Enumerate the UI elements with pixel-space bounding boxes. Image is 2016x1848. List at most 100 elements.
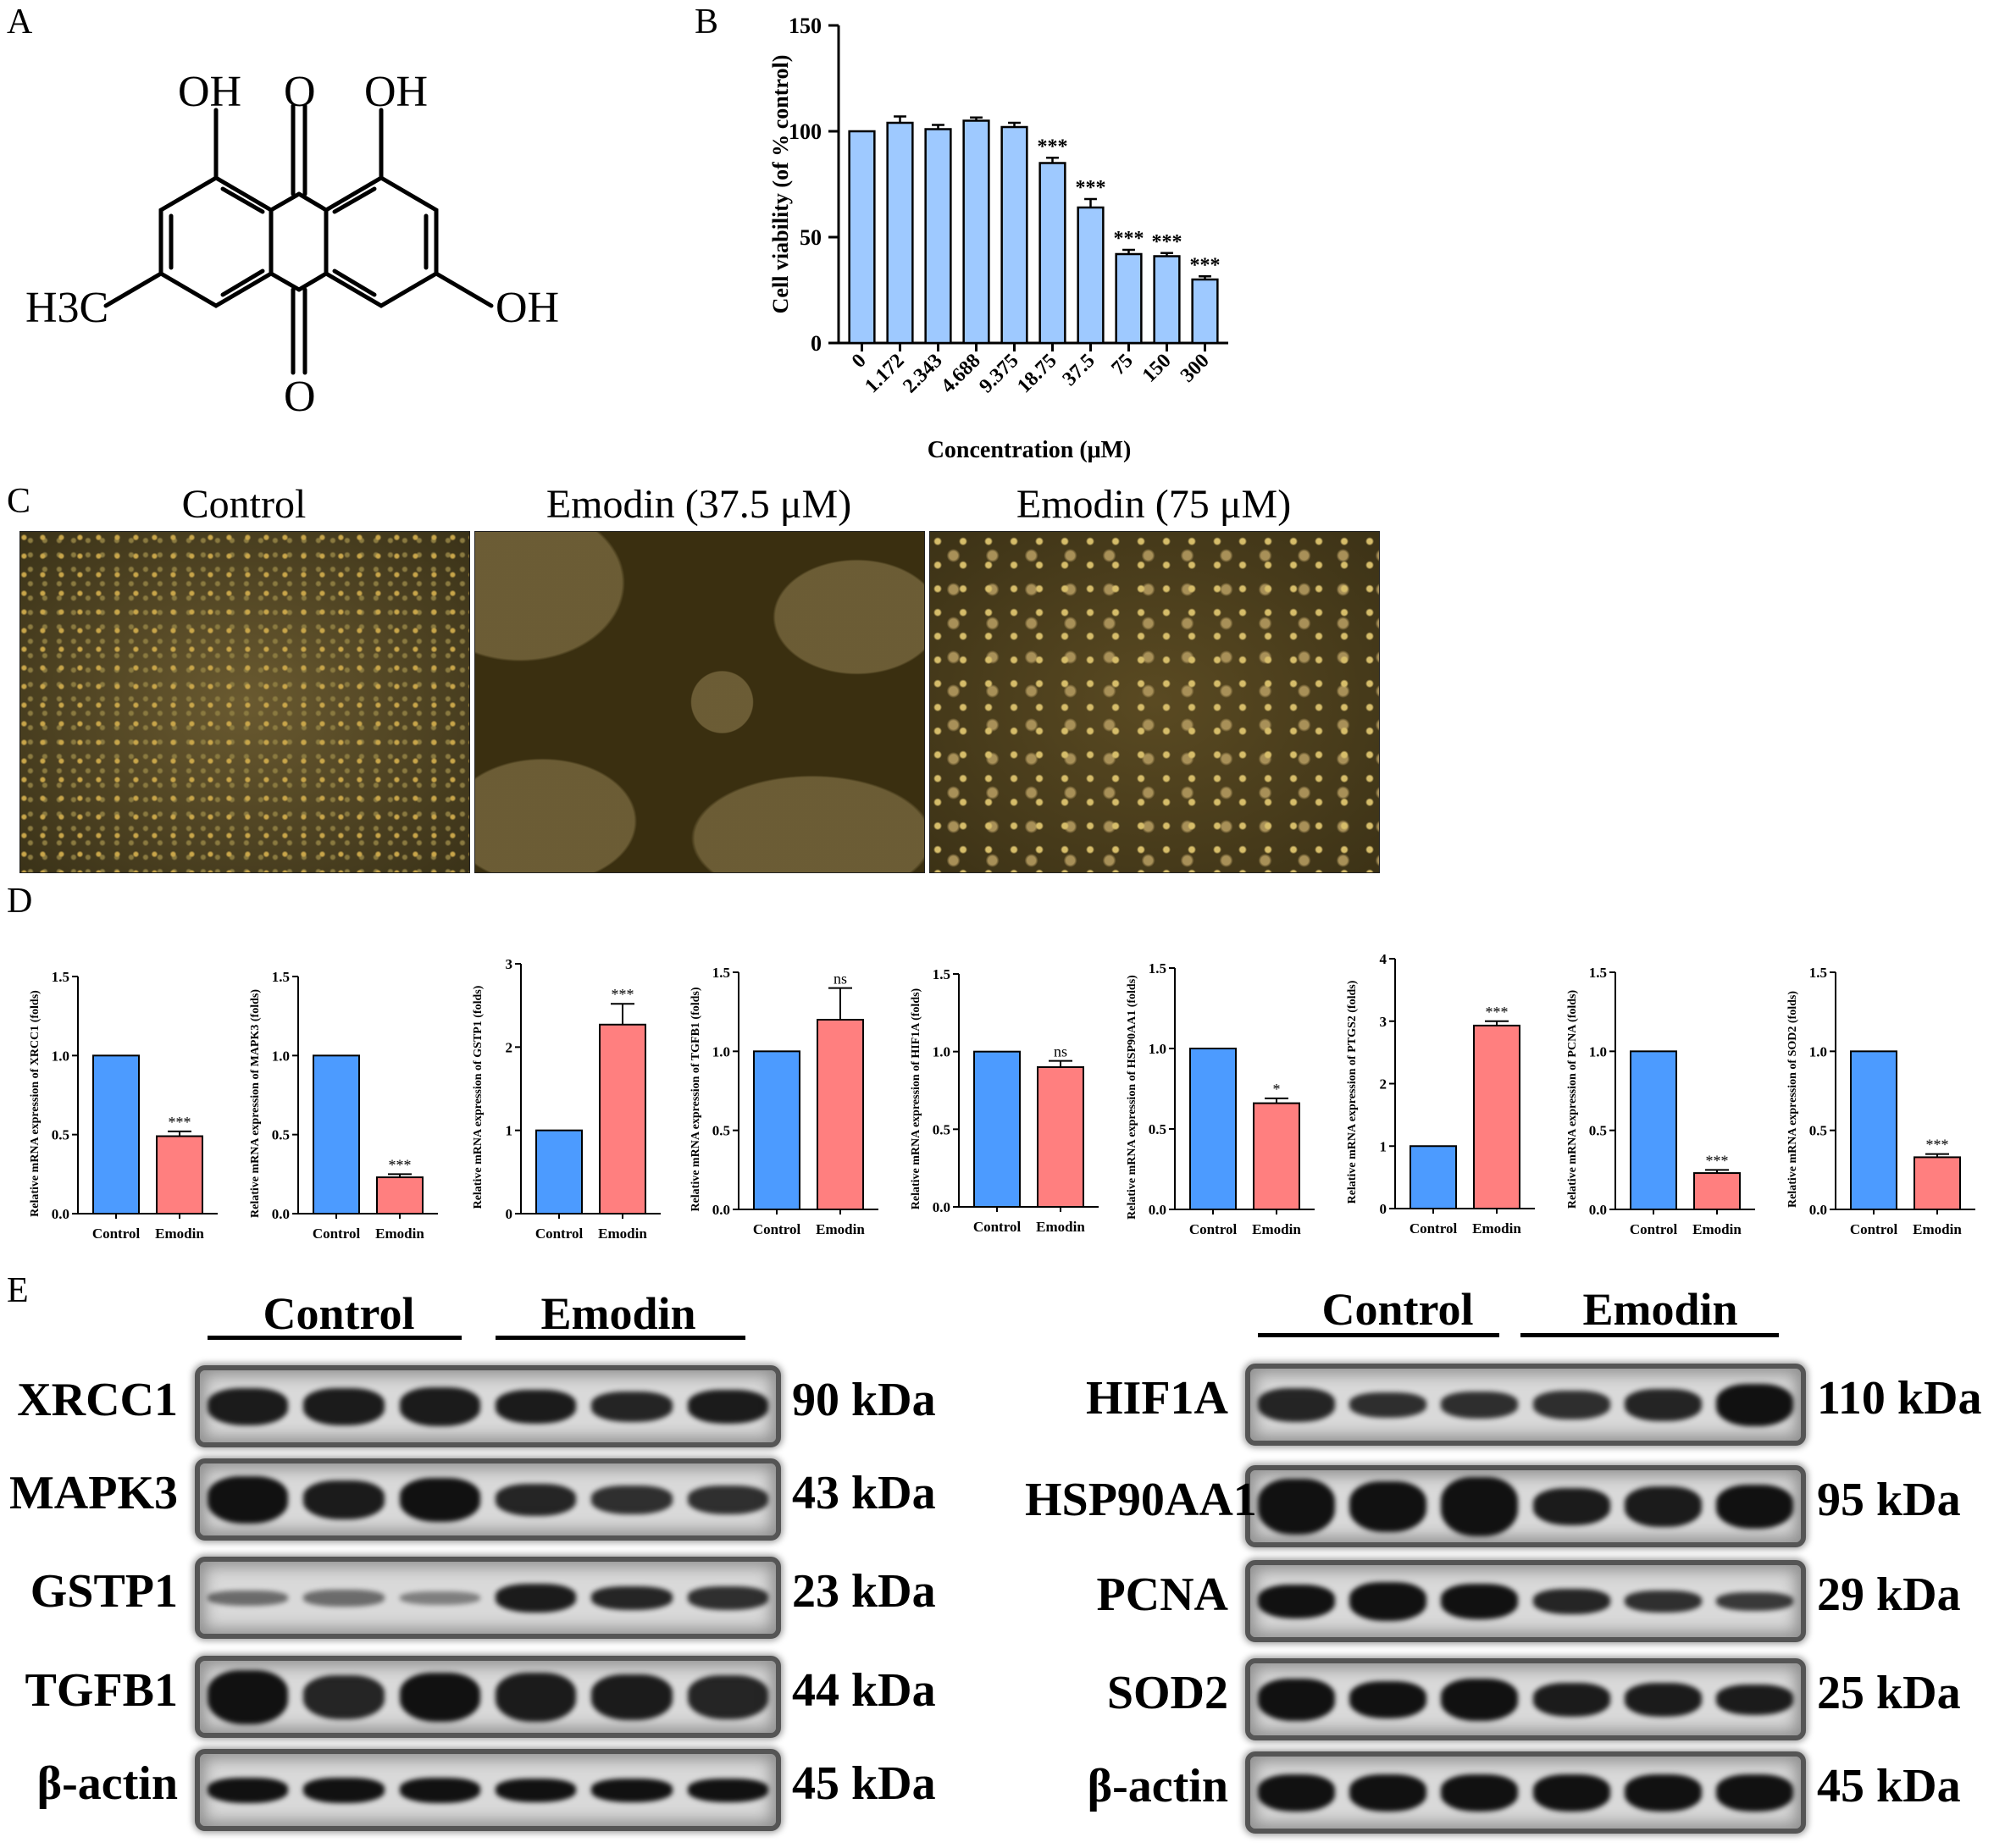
blot-band [687,1585,768,1610]
blot-kda-right-3: 25 kDa [1817,1666,1961,1719]
blot-band [1716,1773,1794,1812]
blot-band [399,1591,480,1605]
hif1a-ytick-label: 0.5 [933,1121,950,1137]
wb-right-group-control: Control [1321,1284,1474,1335]
blot-band [303,1674,385,1719]
tgfb1-xtick-label: Control [753,1221,801,1237]
blot-band [1625,1590,1702,1613]
viability-bar [924,128,952,345]
ptgs2-ylabel: Relative mRNA expression of PTGS2 (folds… [1346,980,1359,1203]
wb-left-group-control: Control [263,1288,415,1339]
blot-band [208,1387,289,1425]
blot-label-right-3: SOD2 [1106,1666,1228,1719]
ptgs2-xtick-label: Emodin [1472,1220,1521,1237]
blot-band [1441,1476,1519,1536]
blot-band [399,1386,480,1426]
wb-right-line-control [1258,1333,1499,1337]
blot-kda-left-0: 90 kDa [792,1373,936,1426]
blot-kda-right-4: 45 kDa [1817,1759,1961,1812]
blot-right-2 [1245,1560,1806,1642]
blot-band [1532,1682,1610,1717]
viability-xtick-label: 75 [1107,350,1137,379]
gstp1-ylabel: Relative mRNA expression of GSTP1 (folds… [472,985,485,1209]
hsp90aa1-ytick-label: 0.5 [1149,1121,1166,1137]
blot-left-2 [195,1557,781,1639]
hif1a-bar [1037,1066,1084,1208]
gstp1-bar [535,1129,583,1214]
viability-xtick-label: 18.75 [1013,350,1061,398]
blot-band [591,1391,673,1422]
tgfb1-significance: ns [834,971,847,988]
mapk3-ytick-label: 1.0 [272,1048,290,1064]
blot-band [1716,1484,1794,1529]
hsp90aa1-xtick-label: Emodin [1252,1221,1301,1237]
blot-label-right-2: PCNA [1096,1568,1228,1621]
blot-band [1441,1391,1519,1419]
xrcc1-ytick-label: 1.0 [52,1048,69,1064]
viability-bar [1153,255,1181,345]
viability-bar [1191,278,1219,345]
blot-right-1 [1245,1465,1806,1547]
blot-band [1625,1773,1702,1812]
blot-kda-left-3: 44 kDa [792,1663,936,1717]
pcna-ytick-label: 0.0 [1589,1202,1607,1218]
tgfb1-bar [753,1050,800,1210]
blot-band [1349,1581,1426,1621]
wb-left-group-emodin: Emodin [540,1288,696,1339]
viability-significance: *** [1152,231,1182,253]
ptgs2-ytick-label: 4 [1380,951,1387,967]
viability-xlabel: Concentration (μM) [928,437,1132,463]
gstp1-ytick-label: 3 [506,956,513,972]
blot-band [591,1585,673,1610]
blot-kda-left-1: 43 kDa [792,1466,936,1519]
xrcc1-ytick-label: 0.5 [52,1127,69,1143]
hif1a-ytick-label: 1.5 [933,966,950,982]
sod2-bar [1914,1156,1961,1210]
blot-left-0 [195,1365,781,1447]
sod2-ytick-label: 0.5 [1809,1123,1827,1139]
ptgs2-xtick-label: Control [1410,1220,1458,1237]
blot-label-left-4: β-actin [36,1757,178,1810]
blot-band [208,1777,289,1803]
viability-bar [1000,125,1028,345]
viability-significance: *** [1076,177,1106,199]
blot-left-1 [195,1458,781,1541]
blot-kda-left-4: 45 kDa [792,1757,936,1810]
mapk3-significance: *** [389,1156,412,1173]
panel-letter-c: C [7,482,31,521]
micrograph-title-control: Control [181,482,307,527]
hsp90aa1-bar [1253,1102,1300,1211]
blot-band [208,1669,289,1724]
wb-right-line-emodin [1520,1333,1779,1337]
sod2-ytick-label: 1.0 [1809,1043,1827,1060]
hif1a-ylabel: Relative mRNA expression of HIF1A (folds… [910,988,922,1209]
hif1a-xtick-label: Control [973,1219,1022,1235]
blot-label-left-2: GSTP1 [30,1564,178,1618]
xrcc1-ytick-label: 0.0 [52,1206,69,1222]
panel-letter-d: D [7,882,33,921]
blot-band [591,1485,673,1514]
mrna-expression-charts: 0.0 0.5 1.0 1.5 Control *** Emodin Relative mRN… [29,951,1975,1242]
viability-bar [1115,252,1143,345]
mapk3-ylabel: Relative mRNA expression of MAPK3 (folds… [249,989,262,1218]
viability-chart: 05010015001.1722.3434.6889.375***18.75**… [768,14,1228,463]
blot-band [496,1389,577,1424]
viability-significance: *** [1114,228,1144,250]
carbonyl-bottom-label: O [284,373,316,421]
blot-band [303,1589,385,1607]
blot-label-right-0: HIF1A [1086,1371,1228,1425]
blot-label-right-4: β-actin [1087,1759,1228,1812]
blot-band [399,1477,480,1522]
mapk3-bar [376,1176,424,1215]
gstp1-ytick-label: 1 [506,1123,513,1139]
hsp90aa1-xtick-label: Control [1189,1221,1238,1237]
blot-right-4 [1245,1751,1806,1834]
blot-band [496,1778,577,1802]
sod2-significance: *** [1926,1137,1949,1154]
blot-band [1532,1773,1610,1812]
blot-band [1257,1478,1335,1535]
tgfb1-xtick-label: Emodin [816,1221,865,1237]
ptgs2-ytick-label: 0 [1380,1201,1387,1217]
micrograph-emodin-37 [474,531,925,873]
viability-significance: *** [1190,254,1221,276]
